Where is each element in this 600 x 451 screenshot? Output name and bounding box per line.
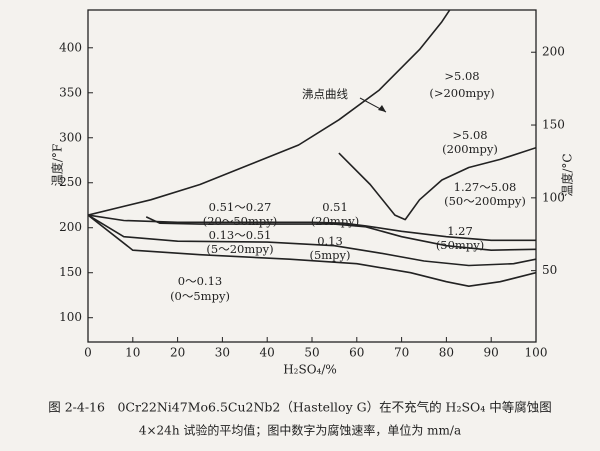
x-tick-label: 100: [525, 346, 548, 360]
x-tick-label: 30: [215, 346, 230, 360]
y-tick-label: 350: [59, 85, 82, 99]
x-tick-label: 20: [170, 346, 185, 360]
annotation: (5mpy): [309, 248, 350, 262]
plot-frame: [87, 9, 537, 343]
iso-curve: [88, 10, 451, 216]
y-tick-label: 150: [59, 265, 82, 279]
x-tick-label: 60: [349, 346, 364, 360]
y2-tick-label: 50: [542, 263, 557, 277]
annotation: (50～200mpy): [444, 194, 526, 208]
x-tick-label: 0: [84, 346, 92, 360]
annotation: (20～50mpy): [203, 214, 278, 228]
annotation: >5.08: [452, 128, 487, 142]
annotation: (>200mpy): [429, 86, 494, 100]
curves: [88, 10, 536, 287]
annotation: 0～0.13: [178, 274, 222, 288]
y2-axis-title: 温度/°C: [560, 153, 575, 196]
x-tick-label: 90: [484, 346, 499, 360]
caption: 图 2-4-16 0Cr22Ni47Mo6.5Cu2Nb2（Hastelloy …: [48, 400, 552, 415]
iso-curve: [88, 214, 536, 267]
y2-tick-label: 100: [542, 190, 565, 204]
annotation: (20mpy): [311, 214, 359, 228]
annotation: 0.13～0.51: [209, 228, 272, 242]
annotation: (0～5mpy): [170, 289, 230, 303]
x-tick-label: 10: [125, 346, 140, 360]
x-tick-label: 70: [394, 346, 409, 360]
annotation: 沸点曲线: [302, 87, 348, 101]
y2-tick-label: 200: [542, 45, 565, 59]
iso-curve: [145, 216, 536, 251]
annotation: (50mpy): [436, 238, 484, 252]
iso-curve: [338, 146, 536, 221]
caption: 4×24h 试验的平均值；图中数字为腐蚀速率，单位为 mm/a: [139, 423, 461, 438]
annotation-arrowhead: [378, 105, 386, 112]
annotation: 0.51: [322, 200, 348, 214]
y-tick-label: 400: [59, 40, 82, 54]
annotation: 0.13: [317, 234, 343, 248]
y2-tick-label: 150: [542, 118, 565, 132]
y-tick-label: 300: [59, 130, 82, 144]
annotation: 1.27: [447, 224, 473, 238]
x-tick-label: 50: [304, 346, 319, 360]
y-tick-label: 200: [59, 220, 82, 234]
annotation: 0.51～0.27: [209, 200, 272, 214]
annotation: 1.27～5.08: [454, 180, 517, 194]
iso-curve: [88, 214, 536, 287]
y-tick-label: 100: [59, 310, 82, 324]
annotation: >5.08: [444, 69, 479, 83]
annotation: (5～20mpy): [206, 242, 273, 256]
x-tick-label: 80: [439, 346, 454, 360]
iso-curve: [88, 214, 536, 242]
y-tick-label: 250: [59, 175, 82, 189]
y-axis-title: 温度/°F: [50, 144, 65, 186]
annotation: (200mpy): [442, 142, 498, 156]
x-axis-title: H₂SO₄/%: [283, 363, 337, 377]
x-tick-label: 40: [260, 346, 275, 360]
